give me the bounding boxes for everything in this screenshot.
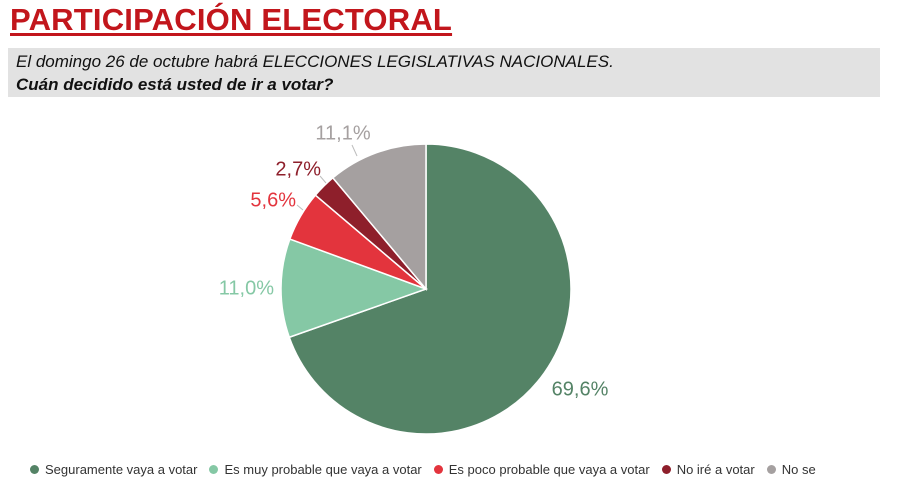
pie-slices bbox=[280, 143, 572, 435]
slice-label-es-poco-probable-que-vaya-a-votar: 5,6% bbox=[250, 189, 296, 211]
legend-item-no-se: No se bbox=[766, 462, 816, 477]
legend-label: No iré a votar bbox=[676, 462, 755, 477]
subtitle-line-1: El domingo 26 de octubre habrá ELECCIONE… bbox=[16, 52, 614, 71]
subtitle-line-2: Cuán decidido está usted de ir a votar? bbox=[16, 75, 334, 94]
legend-swatch bbox=[661, 465, 671, 474]
legend-item-no-ire-a-votar: No iré a votar bbox=[661, 462, 755, 477]
slice-label-seguramente-vaya-a-votar: 69,6% bbox=[552, 378, 609, 400]
legend-label: Es poco probable que vaya a votar bbox=[448, 462, 650, 477]
chart-title: PARTICIPACIÓN ELECTORAL bbox=[10, 2, 453, 37]
slice-label-no-ire-a-votar: 2,7% bbox=[275, 158, 321, 180]
label-leader-lines bbox=[296, 144, 358, 211]
slice-label-no-se: 11,1% bbox=[315, 122, 370, 144]
legend-label: Seguramente vaya a votar bbox=[45, 462, 198, 477]
pie-chart: 69,6% 11,0% 5,6% 2,7% 11,1% bbox=[219, 122, 609, 435]
pie-slice-seguramente-vaya-a-votar bbox=[288, 143, 572, 435]
leader-line-no-ire-a-votar bbox=[319, 175, 327, 184]
leader-line-no-se bbox=[351, 144, 358, 157]
pie-slice-no-se bbox=[331, 143, 427, 292]
slice-label-es-muy-probable-que-vaya-a-votar: 11,0% bbox=[219, 277, 274, 299]
legend-swatch bbox=[30, 465, 39, 474]
legend-label: No se bbox=[781, 462, 816, 477]
pie-slice-es-muy-probable-que-vaya-a-votar bbox=[280, 238, 429, 339]
legend-item-es-poco-probable-que-vaya-a-votar: Es poco probable que vaya a votar bbox=[433, 462, 650, 477]
legend-swatch bbox=[209, 465, 219, 474]
legend-item-es-muy-probable-que-vaya-a-votar: Es muy probable que vaya a votar bbox=[209, 462, 422, 477]
slice-labels: 69,6% 11,0% 5,6% 2,7% 11,1% bbox=[219, 122, 609, 400]
legend-item-seguramente-vaya-a-votar: Seguramente vaya a votar bbox=[30, 462, 197, 477]
legend-swatch bbox=[433, 465, 443, 474]
chart-legend: Seguramente vaya a votar Es muy probable … bbox=[30, 462, 828, 477]
legend-swatch bbox=[766, 465, 776, 474]
question-box: El domingo 26 de octubre habrá ELECCIONE… bbox=[8, 48, 880, 97]
leader-line-es-poco-probable-que-vaya-a-votar bbox=[296, 204, 304, 211]
legend-label: Es muy probable que vaya a votar bbox=[224, 462, 422, 477]
